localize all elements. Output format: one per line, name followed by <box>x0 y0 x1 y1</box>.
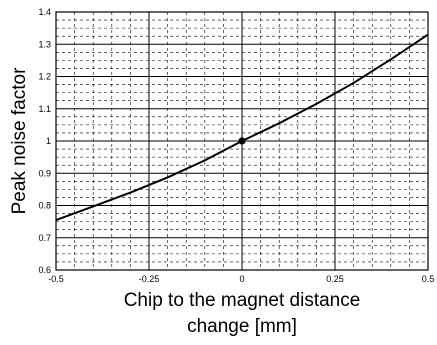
x-tick-labels: -0.5 -0.25 0 0.25 0.5 <box>48 274 434 284</box>
plot-area-frame <box>55 11 429 271</box>
y-tick-label: 1.4 <box>38 7 51 17</box>
x-axis-label-line-2: change [mm] <box>187 316 297 337</box>
y-tick-label: 1 <box>46 136 51 146</box>
series-layer <box>55 33 429 221</box>
y-tick-label: 0.6 <box>38 265 51 275</box>
x-tick-label: 0.25 <box>326 274 344 284</box>
y-tick-labels: 0.6 0.7 0.8 0.9 1 1.1 1.2 1.3 1.4 <box>38 7 51 275</box>
x-axis-label-line-1: Chip to the magnet distance <box>124 290 361 311</box>
x-tick-label: 0.5 <box>422 274 435 284</box>
y-tick-label: 1.1 <box>38 104 51 114</box>
y-axis-label: Peak noise factor <box>9 67 30 214</box>
y-tick-label: 0.7 <box>38 233 51 243</box>
x-tick-label: 0 <box>239 274 244 284</box>
y-tick-label: 1.3 <box>38 39 51 49</box>
y-tick-label: 0.9 <box>38 168 51 178</box>
y-tick-label: 1.2 <box>38 72 51 82</box>
x-tick-label: -0.25 <box>139 274 160 284</box>
x-tick-label: -0.5 <box>48 274 64 284</box>
y-tick-label: 0.8 <box>38 201 51 211</box>
data-point-marker <box>238 137 246 145</box>
